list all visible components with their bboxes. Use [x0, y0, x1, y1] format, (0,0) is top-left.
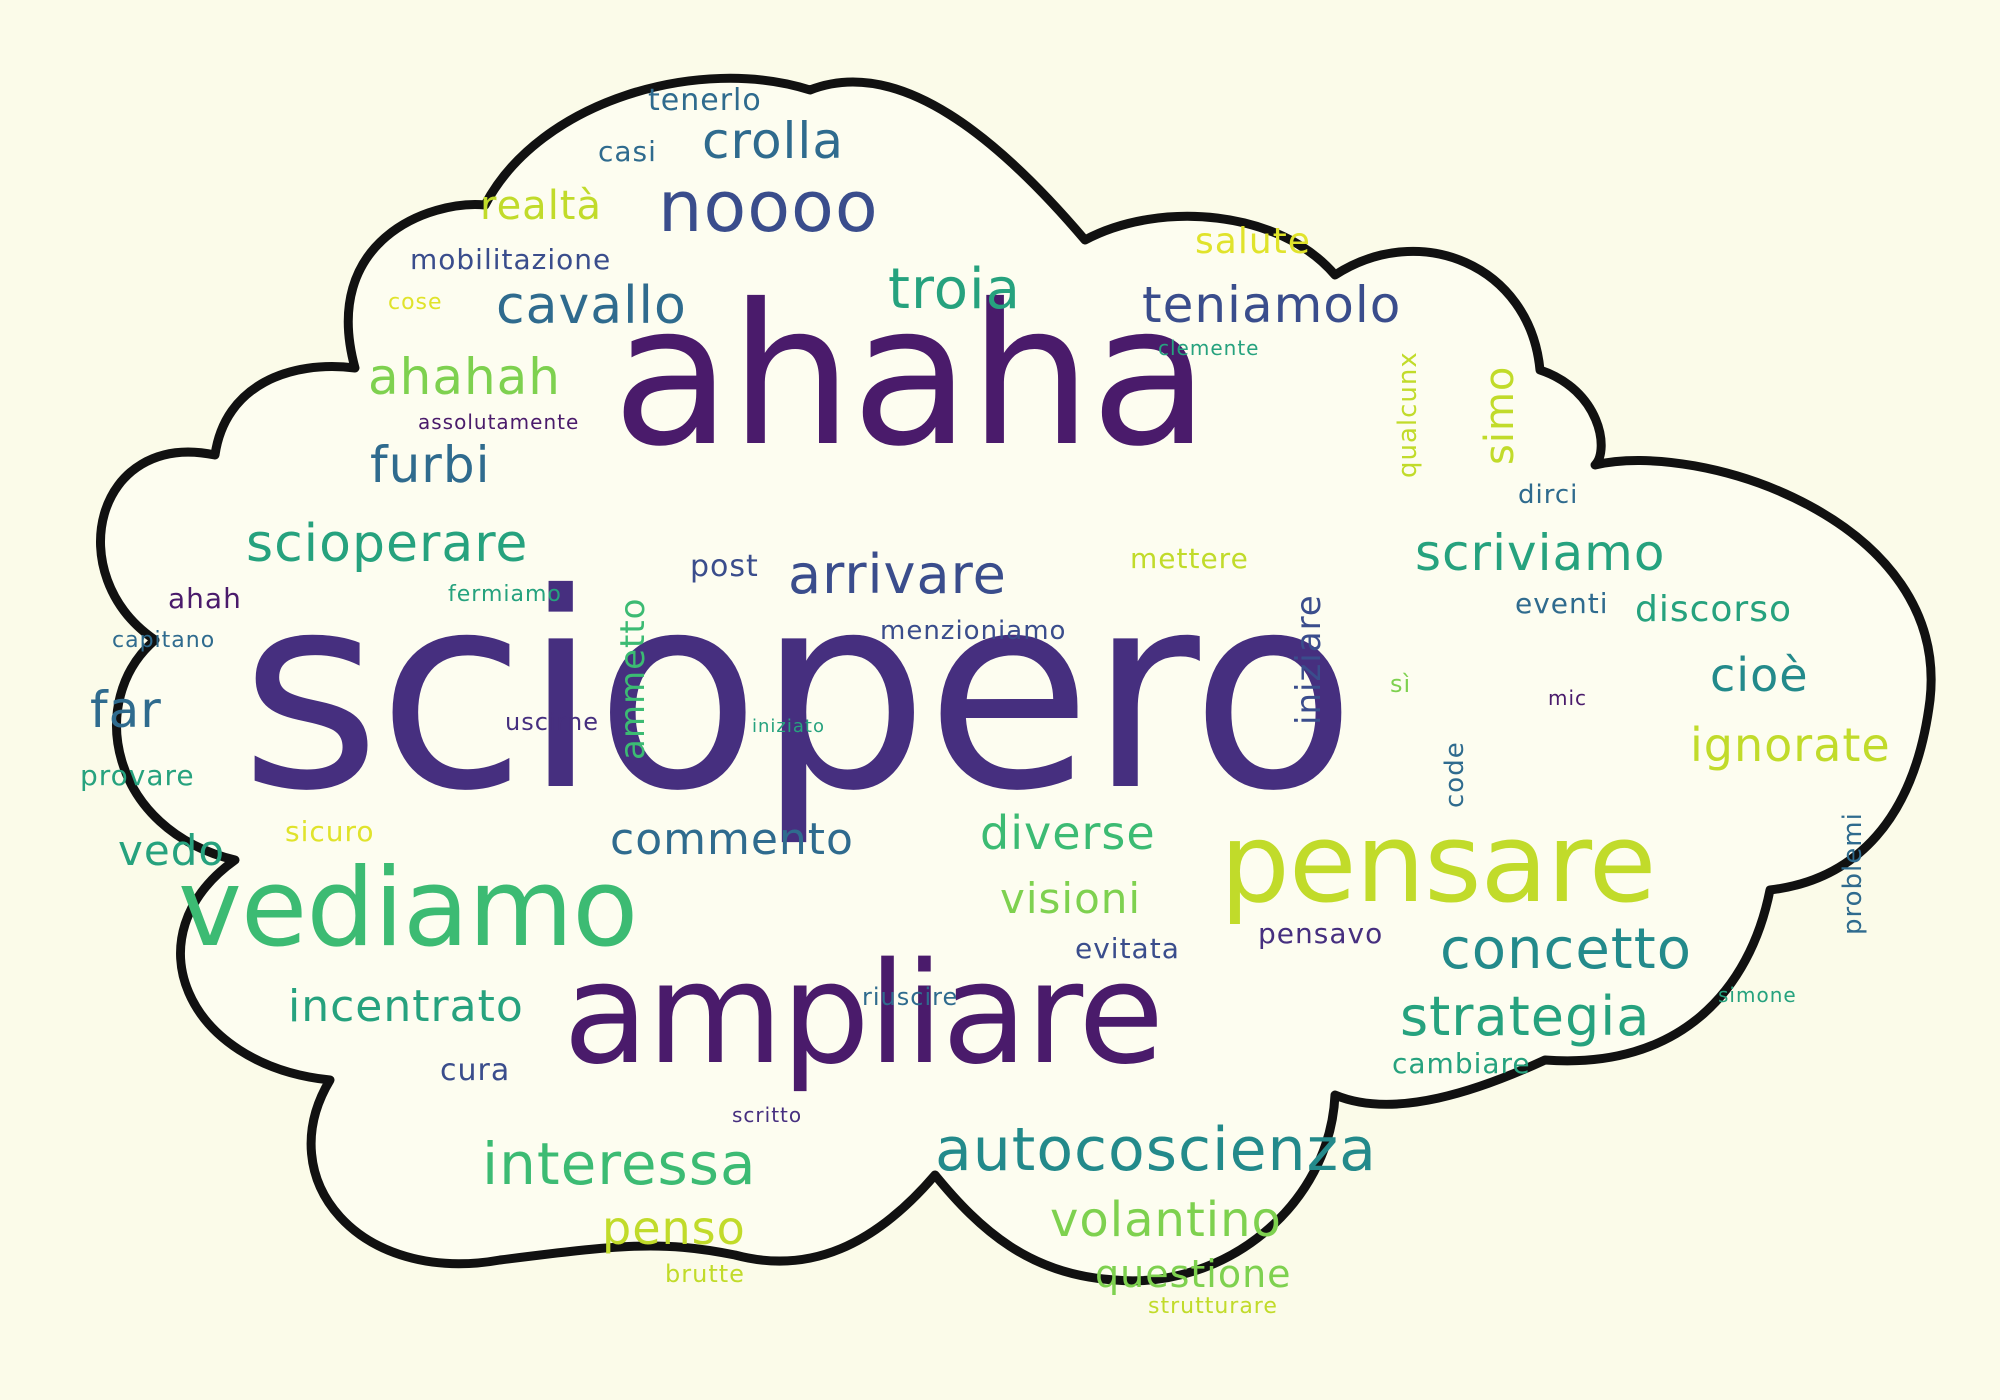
- word-arrivare: arrivare: [788, 543, 1007, 606]
- word-qualcunx: qualcunx: [1393, 351, 1423, 478]
- word-realta: realtà: [480, 183, 602, 229]
- word-pensare: pensare: [1220, 799, 1656, 927]
- word-crolla: crolla: [702, 112, 844, 170]
- word-vediamo: vediamo: [178, 846, 638, 971]
- word-cioe: cioè: [1710, 648, 1809, 702]
- word-clemente: clemente: [1158, 336, 1260, 360]
- word-capitano: capitano: [112, 628, 216, 653]
- word-pensavo: pensavo: [1258, 917, 1384, 950]
- word-brutte: brutte: [665, 1260, 745, 1288]
- word-ahah: ahah: [168, 582, 242, 615]
- word-strategia: strategia: [1400, 985, 1651, 1048]
- cloud-outline: [96, 73, 1936, 1286]
- word-eventi: eventi: [1515, 587, 1609, 620]
- word-mic: mic: [1548, 686, 1588, 710]
- word-autocoscienza: autocoscienza: [935, 1115, 1377, 1185]
- word-teniamolo: teniamolo: [1142, 276, 1402, 334]
- word-mettere: mettere: [1130, 542, 1249, 575]
- word-evitata: evitata: [1075, 932, 1180, 965]
- word-assolutamente: assolutamente: [418, 410, 580, 434]
- word-fermiamo: fermiamo: [448, 582, 562, 607]
- word-questione: questione: [1095, 1252, 1292, 1296]
- word-dirci: dirci: [1518, 480, 1579, 510]
- word-concetto: concetto: [1440, 917, 1692, 982]
- word-simone: simone: [1718, 983, 1797, 1007]
- word-ignorate: ignorate: [1690, 718, 1891, 772]
- word-cambiare: cambiare: [1392, 1047, 1531, 1080]
- word-ahahah: ahahah: [368, 348, 561, 406]
- word-si: sì: [1390, 670, 1412, 698]
- word-cavallo: cavallo: [496, 276, 687, 336]
- word-volantino: volantino: [1050, 1192, 1282, 1248]
- word-scritto: scritto: [732, 1103, 803, 1127]
- word-iniziato: iniziato: [752, 716, 825, 737]
- word-post: post: [690, 549, 759, 584]
- word-ammetto: ammetto: [613, 597, 653, 760]
- word-noooo: noooo: [658, 166, 879, 248]
- word-scioperare: scioperare: [246, 514, 529, 574]
- word-uscirne: uscirne: [505, 708, 599, 736]
- word-troia: troia: [888, 257, 1021, 322]
- word-provare: provare: [80, 759, 195, 792]
- word-furbi: furbi: [370, 436, 491, 494]
- word-diverse: diverse: [980, 806, 1156, 860]
- word-mobilitazione: mobilitazione: [410, 243, 612, 276]
- word-ampliare: ampliare: [563, 933, 1164, 1096]
- word-discorso: discorso: [1635, 589, 1793, 630]
- word-commento: commento: [610, 814, 854, 865]
- word-ahaha: ahaha: [612, 262, 1210, 489]
- word-sicuro: sicuro: [285, 815, 375, 848]
- word-incentrato: incentrato: [288, 981, 524, 1032]
- word-salute: salute: [1195, 221, 1311, 262]
- word-tenerlo: tenerlo: [648, 83, 762, 118]
- word-iniziare: iniziare: [1289, 594, 1329, 725]
- word-interessa: interessa: [482, 1130, 757, 1198]
- word-simo: simo: [1477, 365, 1523, 465]
- word-far: far: [90, 681, 162, 739]
- word-penso: penso: [602, 1201, 746, 1255]
- word-vedo: vedo: [118, 826, 226, 875]
- word-visioni: visioni: [1000, 874, 1142, 923]
- word-riuscire: riuscire: [862, 983, 959, 1011]
- word-code: code: [1440, 741, 1470, 808]
- word-cose: cose: [388, 290, 443, 315]
- word-strutturare: strutturare: [1148, 1294, 1278, 1319]
- word-scriviamo: scriviamo: [1415, 524, 1666, 582]
- word-problemi: problemi: [1838, 812, 1868, 935]
- word-sciopero: sciopero: [240, 535, 1356, 850]
- word-cura: cura: [440, 1053, 511, 1088]
- word-menzioniamo: menzioniamo: [880, 616, 1067, 646]
- word-casi: casi: [598, 135, 657, 168]
